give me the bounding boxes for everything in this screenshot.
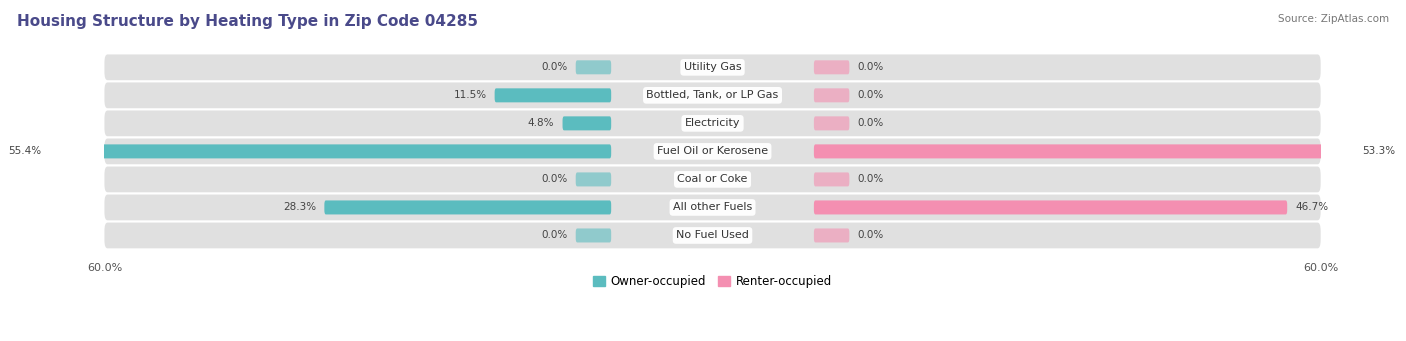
- FancyBboxPatch shape: [104, 195, 1320, 220]
- Text: 0.0%: 0.0%: [541, 62, 568, 72]
- FancyBboxPatch shape: [814, 173, 849, 187]
- FancyBboxPatch shape: [814, 144, 1354, 159]
- FancyBboxPatch shape: [814, 116, 849, 130]
- Text: 28.3%: 28.3%: [283, 203, 316, 212]
- FancyBboxPatch shape: [495, 88, 612, 102]
- Text: 4.8%: 4.8%: [527, 118, 554, 128]
- Text: 0.0%: 0.0%: [541, 174, 568, 184]
- Text: 0.0%: 0.0%: [858, 90, 884, 100]
- Text: 53.3%: 53.3%: [1362, 146, 1395, 157]
- Text: 0.0%: 0.0%: [858, 231, 884, 240]
- FancyBboxPatch shape: [575, 228, 612, 242]
- FancyBboxPatch shape: [562, 116, 612, 130]
- FancyBboxPatch shape: [49, 144, 612, 159]
- FancyBboxPatch shape: [104, 55, 1320, 80]
- FancyBboxPatch shape: [814, 60, 849, 74]
- FancyBboxPatch shape: [104, 110, 1320, 136]
- Text: 0.0%: 0.0%: [858, 62, 884, 72]
- Text: 46.7%: 46.7%: [1295, 203, 1329, 212]
- Text: No Fuel Used: No Fuel Used: [676, 231, 749, 240]
- Text: Electricity: Electricity: [685, 118, 741, 128]
- Text: 0.0%: 0.0%: [858, 174, 884, 184]
- FancyBboxPatch shape: [814, 88, 849, 102]
- Text: Housing Structure by Heating Type in Zip Code 04285: Housing Structure by Heating Type in Zip…: [17, 14, 478, 29]
- Text: Bottled, Tank, or LP Gas: Bottled, Tank, or LP Gas: [647, 90, 779, 100]
- FancyBboxPatch shape: [104, 83, 1320, 108]
- FancyBboxPatch shape: [575, 173, 612, 187]
- Text: All other Fuels: All other Fuels: [673, 203, 752, 212]
- Legend: Owner-occupied, Renter-occupied: Owner-occupied, Renter-occupied: [588, 270, 837, 293]
- FancyBboxPatch shape: [575, 60, 612, 74]
- FancyBboxPatch shape: [104, 223, 1320, 248]
- Text: 11.5%: 11.5%: [453, 90, 486, 100]
- FancyBboxPatch shape: [104, 166, 1320, 192]
- Text: Fuel Oil or Kerosene: Fuel Oil or Kerosene: [657, 146, 768, 157]
- FancyBboxPatch shape: [814, 201, 1288, 214]
- Text: Source: ZipAtlas.com: Source: ZipAtlas.com: [1278, 14, 1389, 24]
- Text: 0.0%: 0.0%: [858, 118, 884, 128]
- FancyBboxPatch shape: [814, 228, 849, 242]
- Text: Utility Gas: Utility Gas: [683, 62, 741, 72]
- Text: 0.0%: 0.0%: [541, 231, 568, 240]
- Text: 55.4%: 55.4%: [8, 146, 42, 157]
- Text: Coal or Coke: Coal or Coke: [678, 174, 748, 184]
- FancyBboxPatch shape: [325, 201, 612, 214]
- FancyBboxPatch shape: [104, 138, 1320, 164]
